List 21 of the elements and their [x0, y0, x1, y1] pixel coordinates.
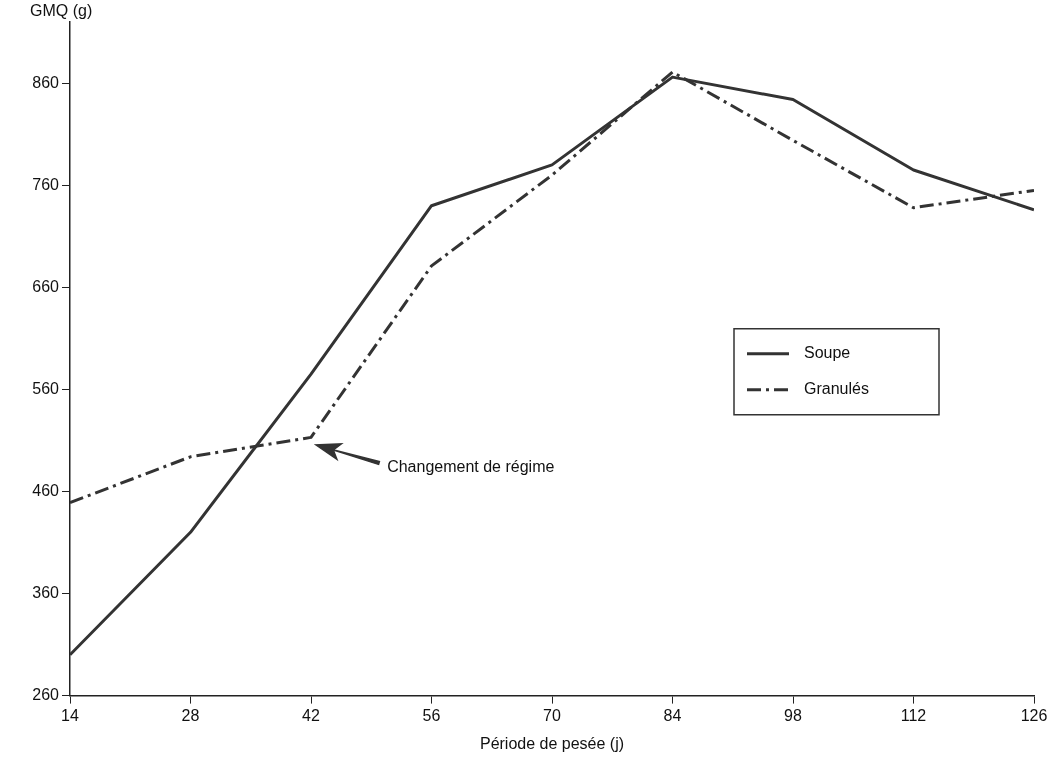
y-tick-label: 860: [32, 73, 60, 91]
y-tick-label: 260: [32, 686, 60, 704]
legend-label: Granulés: [804, 380, 869, 398]
x-tick-label: 70: [543, 706, 561, 724]
legend-label: Soupe: [804, 344, 851, 362]
x-tick-label: 84: [663, 706, 682, 724]
y-tick-label: 660: [32, 277, 60, 295]
x-tick-label: 98: [784, 706, 802, 724]
x-tick-label: 28: [181, 706, 200, 724]
y-tick-label: 460: [32, 481, 60, 499]
x-axis-title: Période de pesée (j): [479, 734, 625, 752]
x-tick-label: 42: [302, 706, 320, 724]
x-tick-label: 14: [61, 706, 79, 724]
annotation: Changement de régime: [387, 458, 555, 476]
y-tick-label: 360: [32, 583, 60, 601]
x-tick-label: 112: [900, 706, 927, 724]
x-tick-label: 126: [1020, 706, 1048, 724]
y-axis-title: GMQ (g): [30, 2, 93, 20]
y-tick-label: 760: [32, 175, 60, 193]
y-tick-label: 560: [32, 379, 60, 397]
x-tick-label: 56: [422, 706, 441, 724]
